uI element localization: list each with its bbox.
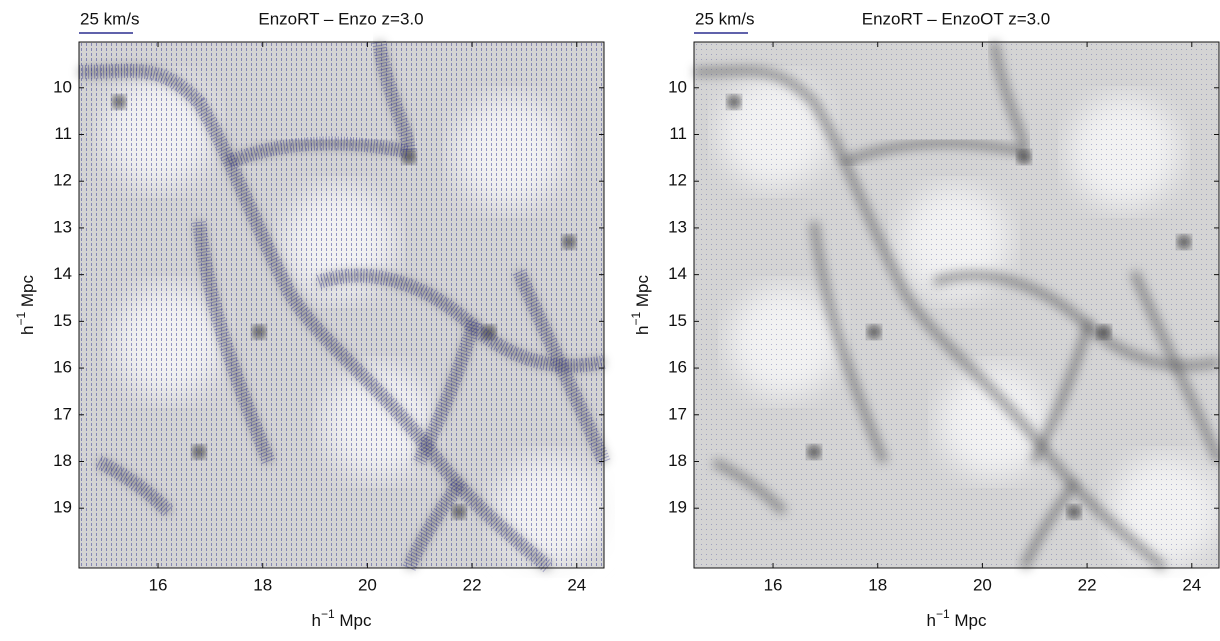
- scale-label: 25 km/s: [695, 9, 755, 28]
- x-tick-label: 16: [764, 575, 783, 594]
- x-tick-label: 20: [358, 575, 377, 594]
- y-tick-label: 18: [53, 451, 72, 470]
- x-tick-label: 24: [567, 575, 586, 594]
- velocity-field: [694, 42, 1219, 568]
- y-tick-label: 11: [54, 124, 72, 143]
- y-tick-label: 19: [53, 498, 72, 517]
- chart-title: EnzoRT – EnzoOT z=3.0: [862, 9, 1051, 28]
- plot-frame: [78, 41, 605, 569]
- velocity-stream: [372, 40, 416, 153]
- y-axis-label: h−1 Mpc: [629, 275, 652, 335]
- x-tick-label: 22: [463, 575, 482, 594]
- y-tick-label: 13: [53, 217, 72, 236]
- y-tick-label: 19: [668, 498, 687, 517]
- velocity-field: [79, 42, 604, 568]
- velocity-stream: [402, 478, 466, 571]
- y-tick-label: 16: [53, 358, 72, 377]
- y-tick-label: 12: [668, 171, 687, 190]
- y-tick-label: 17: [53, 404, 72, 423]
- x-axis-label: h−1 Mpc: [312, 607, 372, 630]
- chart-title: EnzoRT – Enzo z=3.0: [258, 9, 423, 28]
- x-tick-label: 24: [1182, 575, 1201, 594]
- y-tick-label: 10: [53, 77, 72, 96]
- y-axis-label: h−1 Mpc: [14, 275, 37, 335]
- velocity-stream: [316, 268, 606, 373]
- y-tick-label: 12: [53, 171, 72, 190]
- density-map: [78, 40, 611, 574]
- y-tick-label: 10: [668, 77, 687, 96]
- x-axis-label: h−1 Mpc: [927, 607, 987, 630]
- x-tick-label: 16: [149, 575, 168, 594]
- y-tick-label: 18: [668, 451, 687, 470]
- y-tick-label: 15: [668, 311, 687, 330]
- velocity-stream: [512, 269, 611, 465]
- y-tick-label: 14: [53, 264, 72, 283]
- y-tick-label: 14: [668, 264, 687, 283]
- y-tick-label: 16: [668, 358, 687, 377]
- y-tick-label: 11: [669, 124, 687, 143]
- y-tick-label: 15: [53, 311, 72, 330]
- x-tick-label: 18: [868, 575, 887, 594]
- velocity-stream: [226, 136, 411, 169]
- x-tick-label: 18: [253, 575, 272, 594]
- velocity-stream: [95, 455, 174, 517]
- velocity-stream: [412, 319, 481, 466]
- x-tick-label: 20: [973, 575, 992, 594]
- x-tick-label: 22: [1078, 575, 1097, 594]
- velocity-stream: [78, 63, 554, 574]
- y-tick-label: 13: [668, 217, 687, 236]
- y-tick-label: 17: [668, 404, 687, 423]
- plot-frame: [693, 41, 1220, 569]
- scale-label: 25 km/s: [80, 9, 140, 28]
- density-map: [693, 41, 1220, 572]
